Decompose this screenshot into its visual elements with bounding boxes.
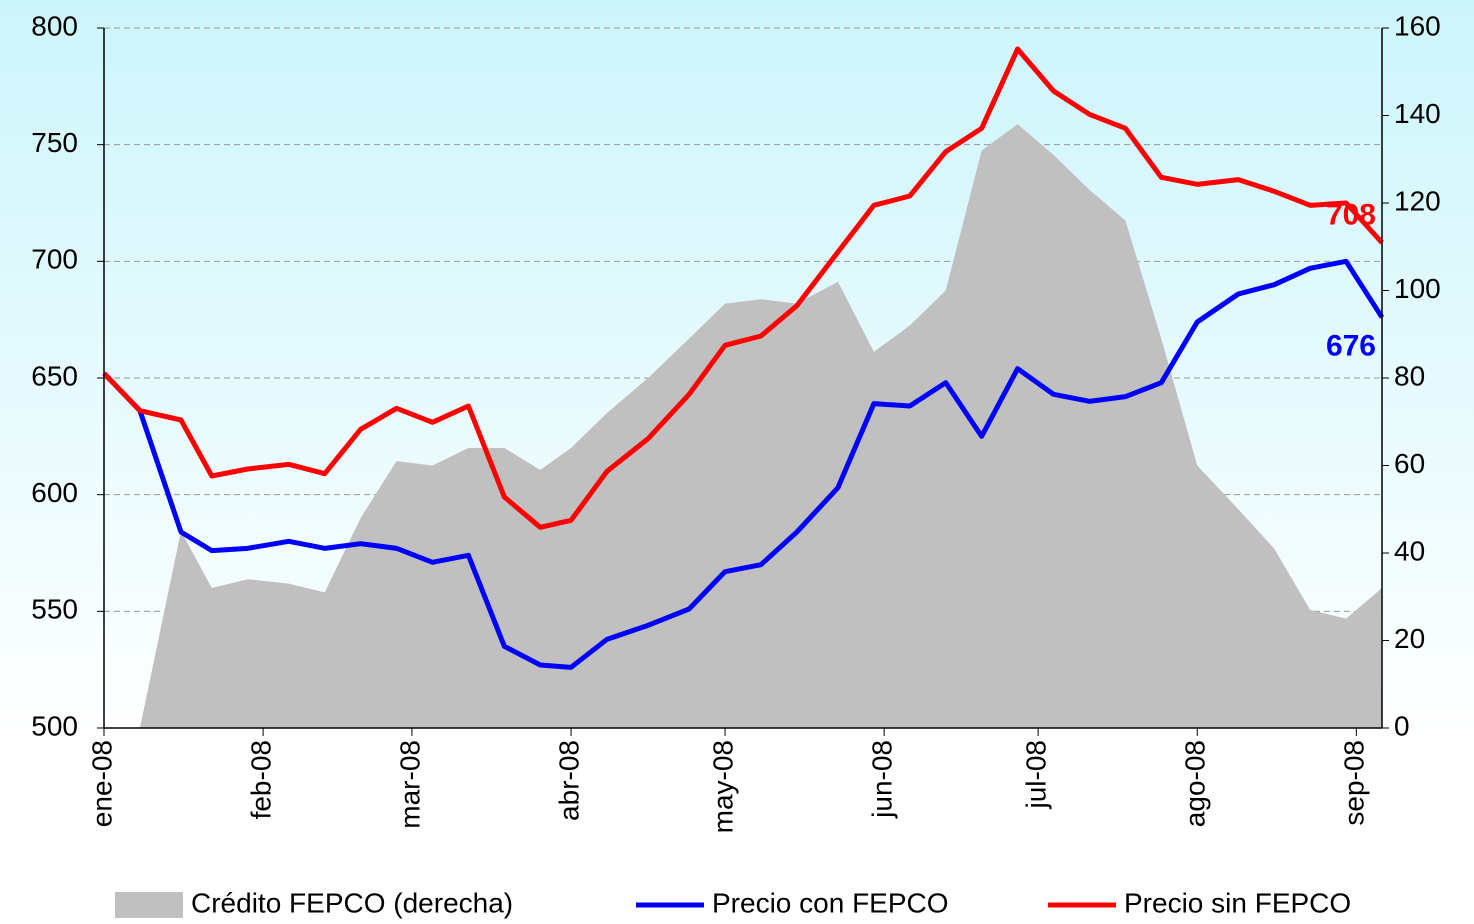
area (139, 124, 1382, 728)
x-tick-label: ago-08 (1180, 740, 1211, 827)
legend-label: Precio sin FEPCO (1124, 887, 1351, 918)
y2-tick-label: 80 (1394, 360, 1425, 391)
y2-tick-label: 140 (1394, 98, 1441, 129)
y-tick-label: 800 (31, 10, 78, 41)
y-tick-label: 500 (31, 710, 78, 741)
x-tick-label: abr-08 (553, 740, 584, 821)
y2-tick-label: 60 (1394, 448, 1425, 479)
y2-tick-label: 20 (1394, 623, 1425, 654)
data-label: 676 (1326, 329, 1376, 362)
x-tick-label: sep-08 (1339, 740, 1370, 826)
legend-label: Crédito FEPCO (derecha) (191, 887, 513, 918)
y2-tick-label: 0 (1394, 710, 1410, 741)
x-tick-label: ene-08 (86, 740, 117, 827)
x-tick-label: mar-08 (394, 740, 425, 829)
y2-tick-label: 160 (1394, 10, 1441, 41)
y-tick-label: 600 (31, 477, 78, 508)
y2-tick-label: 120 (1394, 185, 1441, 216)
legend-swatch (115, 892, 183, 918)
y-tick-label: 550 (31, 594, 78, 625)
x-tick-label: jul-08 (1021, 740, 1052, 809)
y2-tick-label: 40 (1394, 535, 1425, 566)
data-label: 708 (1326, 199, 1376, 232)
y-tick-label: 700 (31, 244, 78, 275)
legend-label: Precio con FEPCO (712, 887, 949, 918)
y2-tick-label: 100 (1394, 273, 1441, 304)
x-tick-label: may-08 (707, 740, 738, 833)
line (102, 46, 1384, 530)
x-tick-label: feb-08 (245, 740, 276, 819)
y-tick-label: 650 (31, 360, 78, 391)
x-tick-label: jun-08 (867, 740, 898, 819)
y-tick-label: 750 (31, 127, 78, 158)
line (102, 258, 1385, 670)
